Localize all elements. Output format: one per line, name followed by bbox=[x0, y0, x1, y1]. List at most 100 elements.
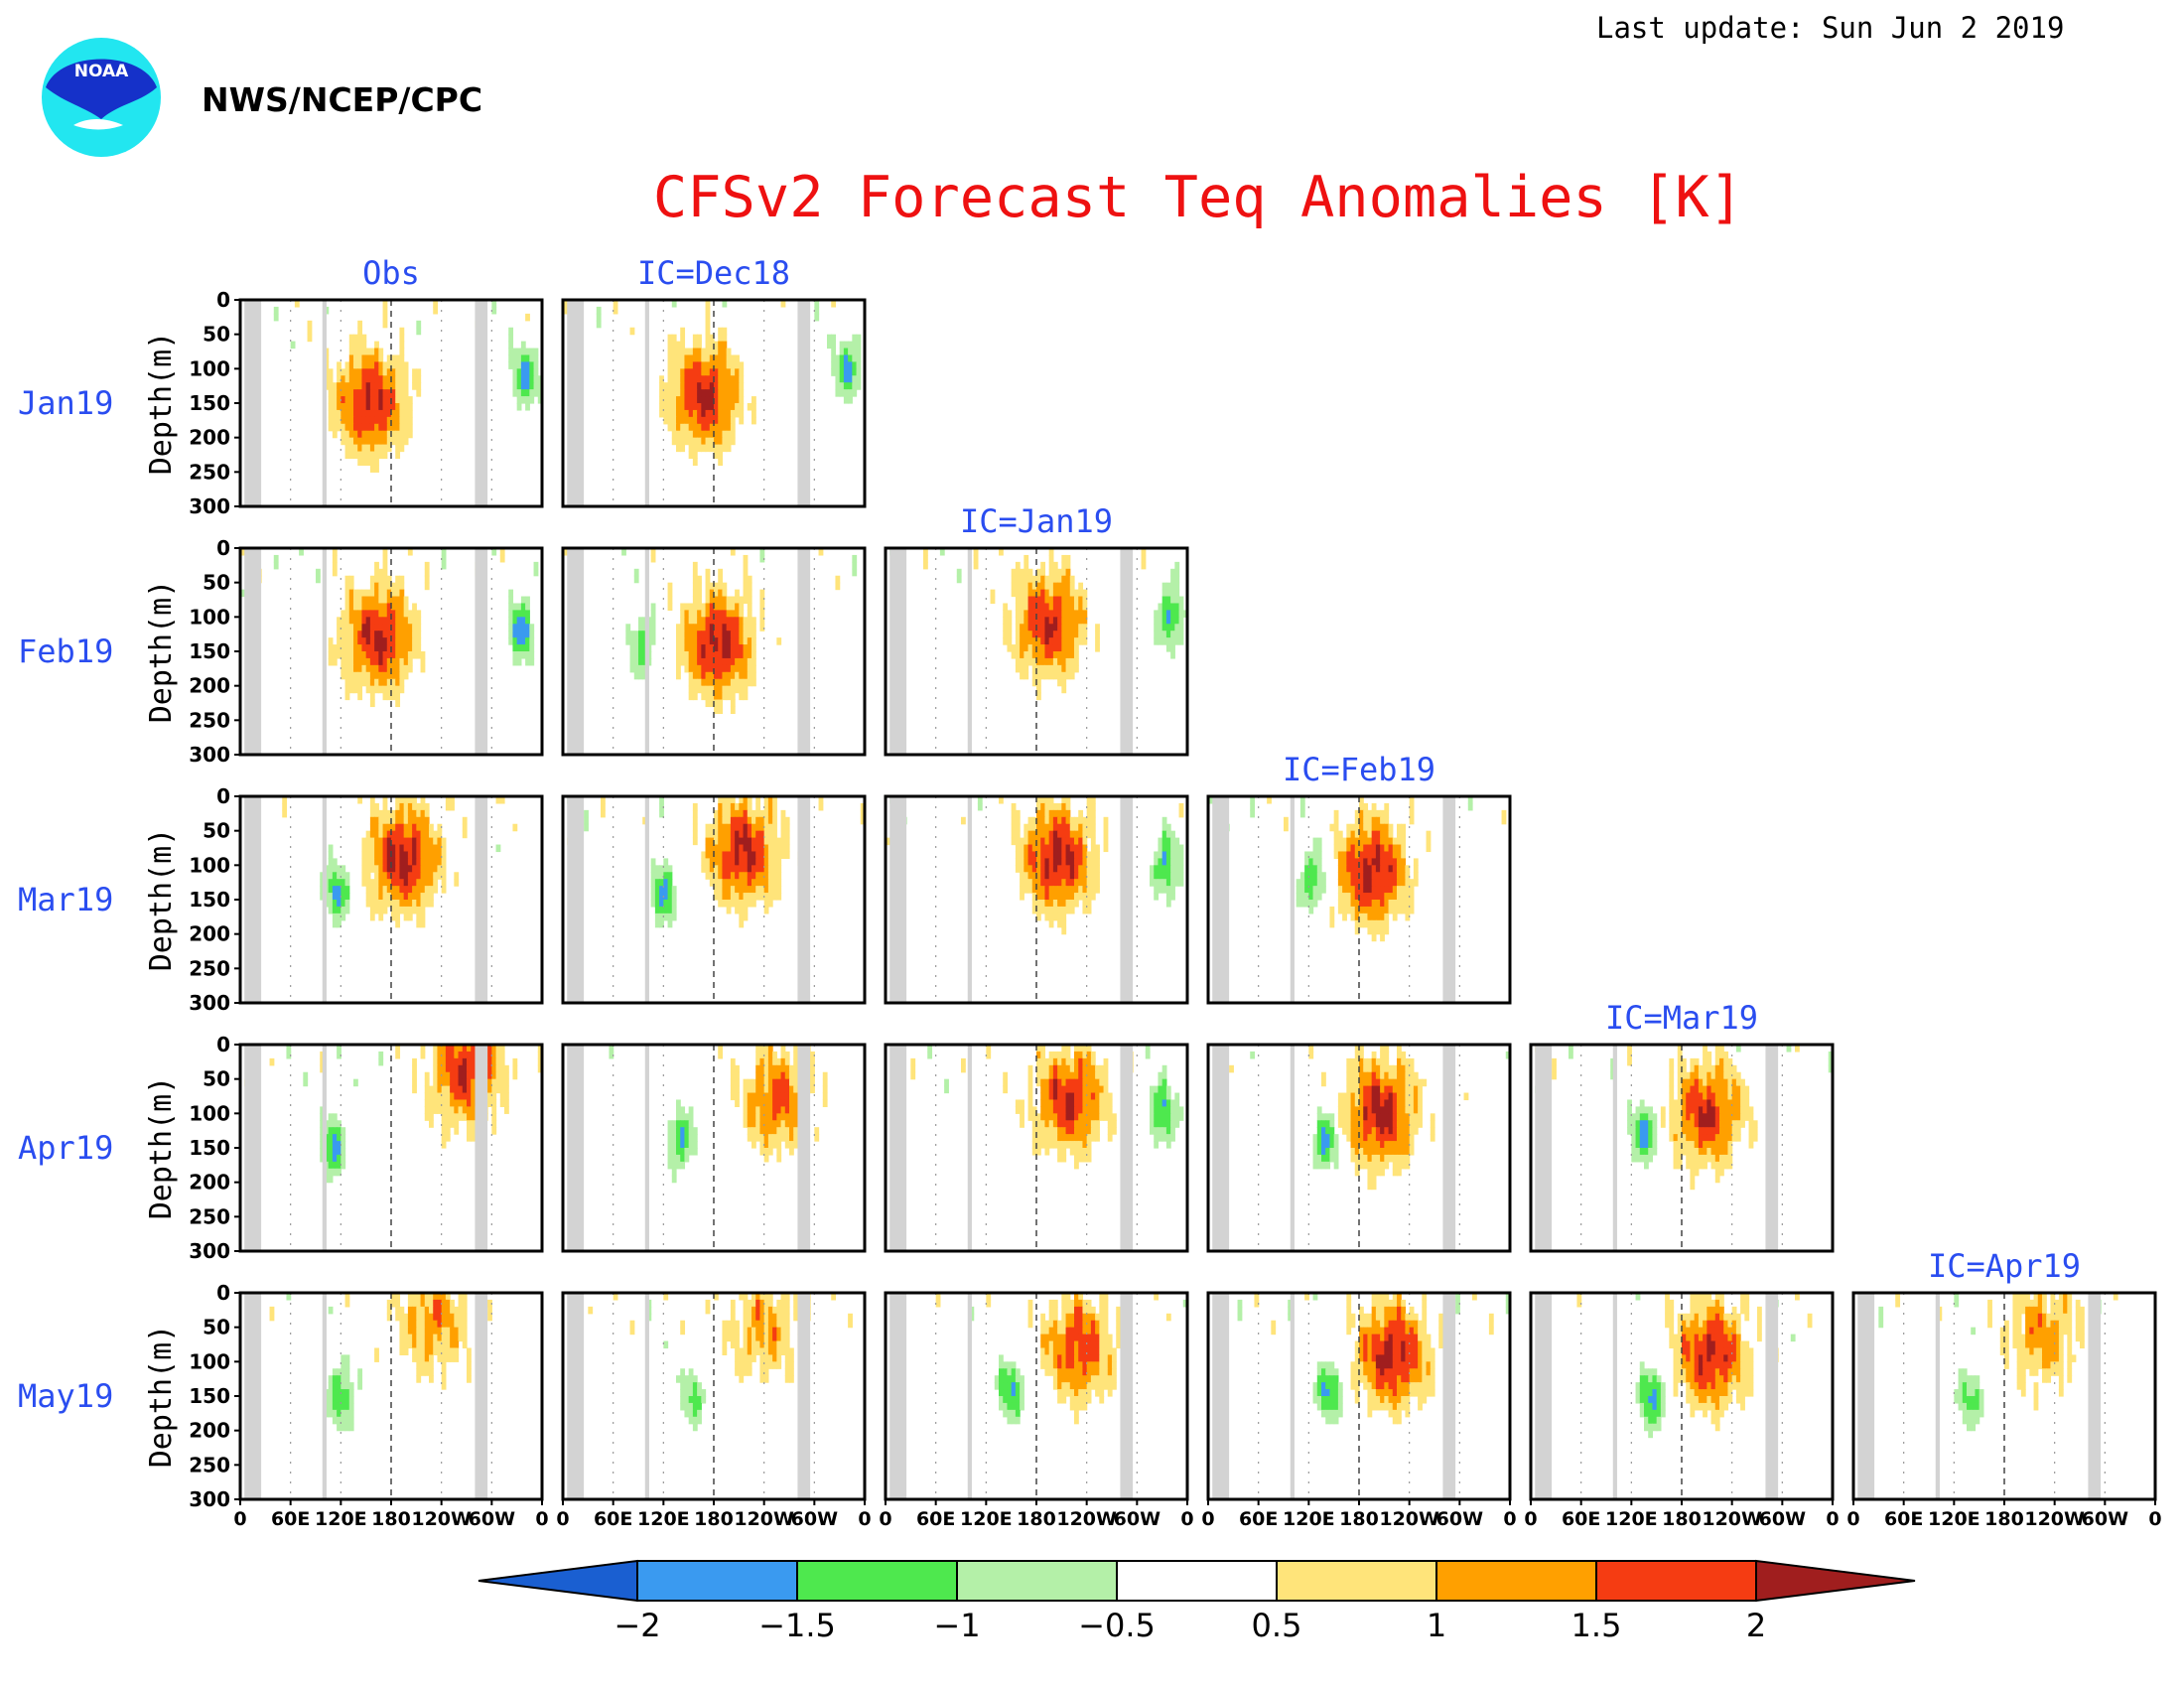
heatmap-cell bbox=[680, 631, 686, 638]
heatmap-cell bbox=[395, 644, 401, 652]
heatmap-cell bbox=[743, 906, 749, 914]
heatmap-cell bbox=[445, 1078, 451, 1087]
heatmap-cell bbox=[357, 678, 363, 687]
heatmap-cell bbox=[596, 306, 602, 315]
heatmap-cells bbox=[240, 1045, 542, 1251]
heatmap-cell bbox=[1388, 1106, 1394, 1114]
heatmap-cell bbox=[1024, 664, 1029, 673]
heatmap-cell bbox=[718, 872, 724, 880]
heatmap-cell bbox=[1074, 1141, 1079, 1149]
heatmap-cell bbox=[739, 631, 745, 638]
heatmap-cell bbox=[1069, 671, 1075, 680]
heatmap-cell bbox=[784, 1106, 790, 1114]
heatmap-cell bbox=[1719, 1099, 1724, 1107]
heatmap-cell bbox=[399, 423, 405, 432]
heatmap-cell bbox=[1078, 1085, 1084, 1094]
heatmap-cell bbox=[353, 657, 358, 666]
heatmap-cell bbox=[1061, 879, 1067, 887]
heatmap-cell bbox=[1552, 1071, 1557, 1080]
heatmap-cell bbox=[399, 382, 405, 390]
heatmap-cell bbox=[499, 548, 505, 556]
heatmap-cell bbox=[763, 872, 769, 880]
heatmap-cell bbox=[730, 368, 736, 376]
heatmap-cell bbox=[1007, 617, 1013, 625]
heatmap-cell bbox=[709, 685, 715, 694]
heatmap-cell bbox=[1078, 610, 1084, 618]
heatmap-cell bbox=[1031, 1106, 1037, 1114]
heatmap-cell bbox=[1409, 1134, 1415, 1142]
heatmap-cell bbox=[730, 375, 736, 383]
heatmap-cell bbox=[1682, 1064, 1687, 1073]
heatmap-cell bbox=[1031, 872, 1037, 880]
heatmap-cell bbox=[533, 354, 539, 362]
heatmap-cell bbox=[789, 1064, 794, 1073]
heatmap-cell bbox=[1371, 802, 1377, 811]
heatmap-cell bbox=[759, 1099, 765, 1107]
heatmap-cell bbox=[1397, 906, 1402, 914]
heatmap-cell bbox=[743, 644, 749, 652]
heatmap-cell bbox=[776, 1085, 782, 1094]
heatmap-cell bbox=[437, 872, 443, 880]
heatmap-cell bbox=[1052, 657, 1058, 666]
heatmap-cell bbox=[520, 396, 526, 404]
heatmap-cell bbox=[1082, 637, 1088, 645]
heatmap-cell bbox=[1354, 1161, 1360, 1170]
heatmap-cell bbox=[365, 589, 371, 598]
heatmap-cell bbox=[1703, 1051, 1707, 1059]
heatmap-cell bbox=[1061, 1154, 1067, 1163]
heatmap-cell bbox=[1095, 858, 1100, 866]
heatmap-cell bbox=[416, 865, 422, 873]
column-label: IC=Jan19 bbox=[960, 502, 1113, 540]
heatmap-cell bbox=[1048, 893, 1054, 901]
heatmap-cell bbox=[701, 631, 707, 638]
heatmap-cell bbox=[1154, 617, 1160, 625]
heatmap-cell bbox=[1363, 1127, 1369, 1135]
heatmap-cell bbox=[1174, 561, 1180, 570]
heatmap-cell bbox=[450, 1064, 455, 1073]
heatmap-cell bbox=[714, 651, 719, 659]
heatmap-cell bbox=[684, 361, 690, 369]
heatmap-cell bbox=[1082, 1064, 1088, 1073]
heatmap-cell bbox=[1397, 837, 1402, 846]
heatmap-cell bbox=[1082, 1051, 1088, 1059]
heatmap-cell bbox=[320, 1113, 326, 1121]
heatmap-cell bbox=[1727, 1099, 1733, 1107]
heatmap-cell bbox=[1174, 1106, 1180, 1114]
heatmap-cell bbox=[1337, 858, 1343, 866]
heatmap-cell bbox=[369, 596, 375, 605]
heatmap-cell bbox=[718, 375, 724, 383]
heatmap-cell bbox=[1401, 830, 1407, 839]
heatmap-cell bbox=[680, 382, 686, 390]
heatmap-cell bbox=[1359, 1045, 1364, 1053]
heatmap-cell bbox=[395, 589, 401, 598]
heatmap-cell bbox=[1409, 1078, 1415, 1087]
heatmap-cell bbox=[718, 837, 724, 846]
heatmap-cell bbox=[1020, 1106, 1024, 1114]
heatmap-cell bbox=[718, 858, 724, 866]
heatmap-cell bbox=[961, 1057, 966, 1066]
heatmap-cell bbox=[369, 582, 375, 591]
heatmap-cell bbox=[445, 1071, 451, 1080]
land-mask bbox=[1120, 1045, 1134, 1251]
panel-frame bbox=[561, 546, 867, 757]
heatmap-cell bbox=[462, 1045, 468, 1053]
heatmap-cell bbox=[1178, 617, 1184, 625]
heatmap-cell bbox=[697, 375, 702, 383]
heatmap-cell bbox=[1250, 796, 1256, 804]
heatmap-cell bbox=[1380, 858, 1385, 866]
heatmap-cell bbox=[692, 568, 698, 577]
heatmap-cell bbox=[705, 341, 711, 350]
heatmap-cell bbox=[667, 596, 673, 605]
heatmap-cell bbox=[772, 1113, 777, 1121]
heatmap-cell bbox=[633, 575, 639, 584]
heatmap-cell bbox=[424, 872, 430, 880]
heatmap-cell bbox=[1095, 624, 1100, 632]
heatmap-cell bbox=[1024, 657, 1029, 666]
heatmap-cell bbox=[341, 409, 346, 418]
heatmap-cell bbox=[1384, 858, 1390, 866]
heatmap-cell bbox=[458, 1045, 464, 1053]
heatmap-cell bbox=[337, 1045, 341, 1053]
heatmap-cell bbox=[495, 796, 501, 804]
